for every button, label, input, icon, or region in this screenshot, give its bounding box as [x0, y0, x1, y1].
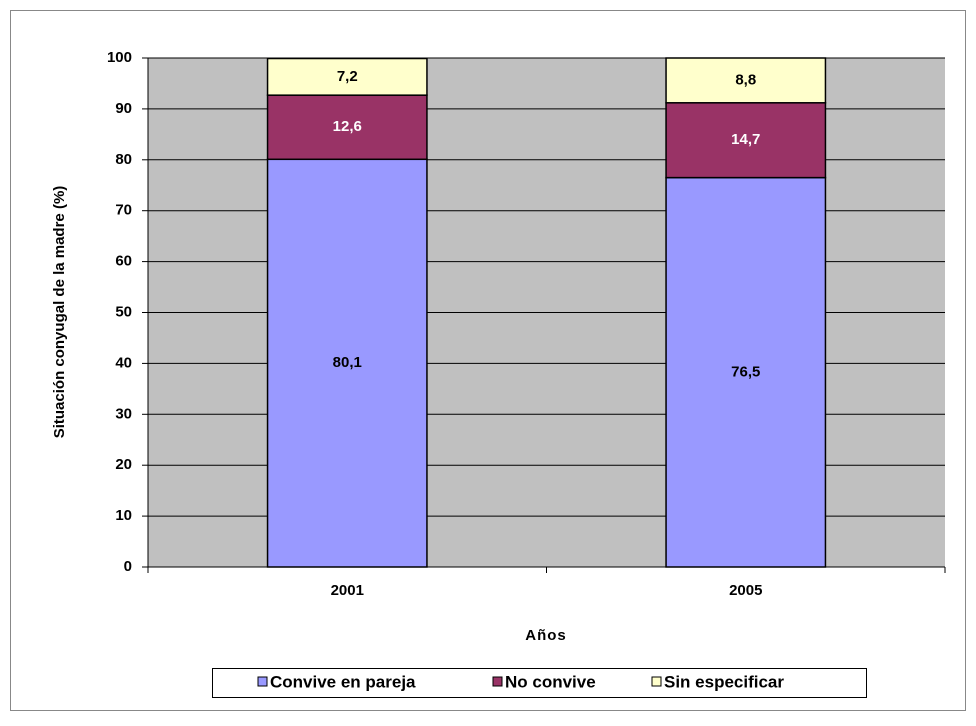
x-tick-label: 2005 — [729, 582, 762, 599]
data-label: 80,1 — [333, 354, 362, 371]
legend-label: Sin especificar — [664, 672, 784, 691]
data-label: 12,6 — [333, 118, 362, 135]
data-label: 14,7 — [731, 131, 760, 148]
y-tick-label: 70 — [115, 202, 132, 219]
legend-swatch — [492, 676, 503, 687]
y-tick-label: 0 — [124, 558, 132, 575]
legend-label: No convive — [505, 672, 596, 691]
y-tick-label: 60 — [115, 253, 132, 270]
y-axis-label: Situación conyugal de la madre (%) — [51, 186, 68, 439]
y-tick-label: 80 — [115, 151, 132, 168]
data-label: 76,5 — [731, 363, 760, 380]
bar-segment — [665, 176, 827, 568]
bar-segment — [665, 102, 827, 179]
data-label: 7,2 — [337, 68, 358, 85]
legend-swatch — [257, 676, 268, 687]
data-label: 8,8 — [735, 71, 756, 88]
x-tick-label: 2001 — [331, 582, 364, 599]
x-axis-label: Años — [525, 627, 567, 644]
bar-segment — [665, 57, 827, 104]
y-tick-label: 90 — [115, 100, 132, 117]
legend-box — [212, 668, 867, 698]
legend-swatch — [651, 676, 662, 687]
legend-label: Convive en pareja — [270, 672, 416, 691]
y-tick-label: 100 — [107, 49, 132, 66]
y-tick-label: 40 — [115, 354, 132, 371]
bar-segment — [266, 57, 428, 96]
y-tick-label: 50 — [115, 303, 132, 320]
bar-segment — [266, 158, 428, 568]
y-tick-label: 30 — [115, 405, 132, 422]
y-tick-label: 10 — [115, 507, 132, 524]
y-tick-label: 20 — [115, 456, 132, 473]
